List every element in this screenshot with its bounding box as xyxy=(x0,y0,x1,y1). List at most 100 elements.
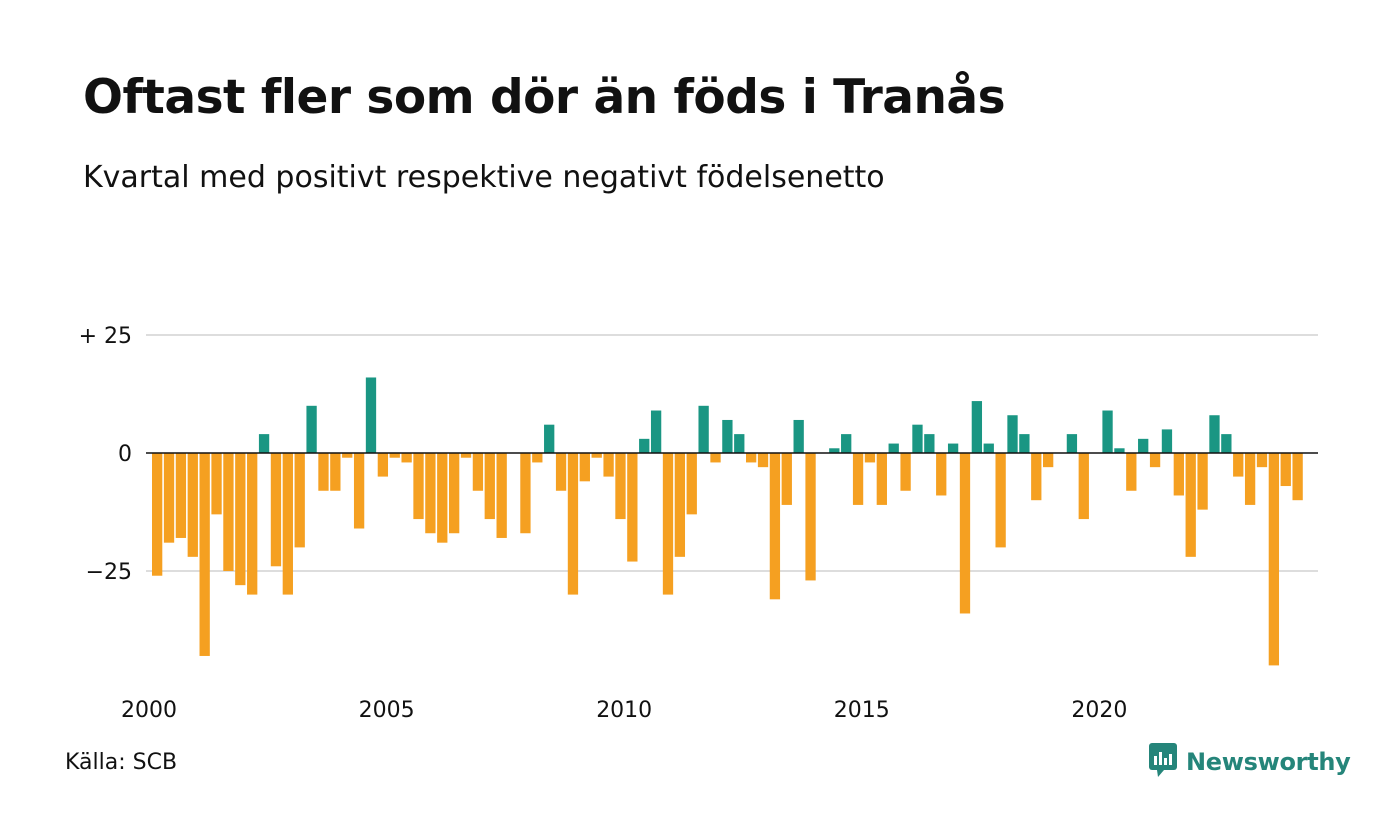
bar-negative xyxy=(959,453,971,614)
bar-positive xyxy=(1007,415,1018,453)
bar-negative xyxy=(175,453,187,538)
bar-positive xyxy=(1114,448,1125,453)
bar-positive xyxy=(698,405,709,453)
bar-negative xyxy=(1149,453,1161,468)
bar-negative xyxy=(163,453,175,543)
bar-negative xyxy=(187,453,198,557)
bar-negative xyxy=(757,453,769,468)
bar-negative xyxy=(1256,453,1268,468)
bar-negative xyxy=(603,453,614,477)
y-tick-label: + 25 xyxy=(79,324,132,349)
bar-negative xyxy=(1292,453,1303,501)
bar-negative xyxy=(1197,453,1208,510)
bar-negative xyxy=(342,453,353,458)
bar-positive xyxy=(829,448,840,453)
bar-negative xyxy=(864,453,876,463)
bar-positive xyxy=(722,419,733,453)
bar-negative xyxy=(567,453,579,595)
bar-negative xyxy=(781,453,792,505)
grid-layer xyxy=(146,334,1318,572)
bar-negative xyxy=(211,453,222,515)
bar-negative xyxy=(662,453,674,595)
bar-positive xyxy=(912,424,923,453)
bar-chart: + 25 0 −25 2000 2005 2010 2015 2020 xyxy=(79,324,1318,720)
bar-negative xyxy=(805,453,816,581)
bar-positive xyxy=(734,434,745,453)
brand-name: Newsworthy xyxy=(1186,748,1351,776)
bar-positive xyxy=(650,410,662,453)
bar-negative xyxy=(1173,453,1184,496)
bar-negative xyxy=(223,453,234,571)
bar-negative xyxy=(496,453,507,538)
bar-positive xyxy=(1138,438,1149,453)
bar-positive xyxy=(544,424,555,453)
bar-negative xyxy=(1185,453,1196,557)
bar-positive xyxy=(1209,415,1220,453)
bar-negative xyxy=(425,453,436,534)
bar-negative xyxy=(353,453,365,529)
bar-negative xyxy=(900,453,911,491)
bars-layer xyxy=(152,377,1303,666)
bar-negative xyxy=(555,453,567,491)
bar-negative xyxy=(270,453,282,567)
bar-negative xyxy=(330,453,341,491)
bar-negative xyxy=(746,453,757,463)
bar-negative xyxy=(1078,453,1089,520)
bar-positive xyxy=(306,405,317,453)
bar-positive xyxy=(888,443,899,453)
bar-negative xyxy=(627,453,638,562)
bar-negative xyxy=(199,453,210,656)
bar-negative xyxy=(152,453,163,576)
bar-negative xyxy=(294,453,305,548)
bar-positive xyxy=(1019,434,1030,453)
brand-logo[interactable]: Newsworthy xyxy=(1148,742,1351,782)
bar-negative xyxy=(437,453,448,543)
bar-positive xyxy=(971,401,983,453)
bar-negative xyxy=(282,453,293,595)
bar-positive xyxy=(1066,434,1078,453)
bar-negative xyxy=(401,453,412,463)
bar-negative xyxy=(413,453,424,520)
bar-negative xyxy=(460,453,472,458)
bar-negative xyxy=(686,453,697,515)
x-tick-label: 2020 xyxy=(1071,698,1127,720)
bar-negative xyxy=(247,453,258,595)
y-tick-label: 0 xyxy=(118,442,132,467)
bar-negative xyxy=(1043,453,1054,468)
bar-negative xyxy=(472,453,484,491)
bar-negative xyxy=(1126,453,1137,491)
bar-negative xyxy=(591,453,602,458)
bar-negative xyxy=(876,453,887,505)
bar-negative xyxy=(449,453,460,534)
bar-negative xyxy=(484,453,495,520)
bar-positive xyxy=(1221,434,1232,453)
bar-negative xyxy=(674,453,686,557)
bar-negative xyxy=(1031,453,1042,501)
bar-negative xyxy=(995,453,1006,548)
bar-negative xyxy=(520,453,531,534)
bar-positive xyxy=(983,443,994,453)
bar-negative xyxy=(769,453,781,600)
bar-positive xyxy=(258,434,270,453)
y-tick-label: −25 xyxy=(86,560,132,585)
bar-negative xyxy=(377,453,389,477)
chart-subtitle: Kvartal med positivt respektive negativt… xyxy=(83,160,885,195)
x-tick-label: 2005 xyxy=(359,698,415,720)
bar-negative xyxy=(532,453,543,463)
bar-negative xyxy=(615,453,626,520)
x-tick-label: 2010 xyxy=(596,698,652,720)
bar-negative xyxy=(1244,453,1256,505)
bar-negative xyxy=(936,453,947,496)
axis-layer: + 25 0 −25 2000 2005 2010 2015 2020 xyxy=(79,324,1318,720)
bar-positive xyxy=(365,377,377,453)
bar-positive xyxy=(924,434,935,453)
bar-positive xyxy=(793,419,804,453)
bar-negative xyxy=(852,453,864,505)
bar-negative xyxy=(235,453,246,586)
chart-title: Oftast fler som dör än föds i Tranås xyxy=(83,70,1006,125)
bar-positive xyxy=(1161,429,1173,453)
bar-negative xyxy=(318,453,329,491)
bar-negative xyxy=(579,453,590,482)
x-tick-label: 2015 xyxy=(834,698,890,720)
bar-positive xyxy=(639,438,650,453)
